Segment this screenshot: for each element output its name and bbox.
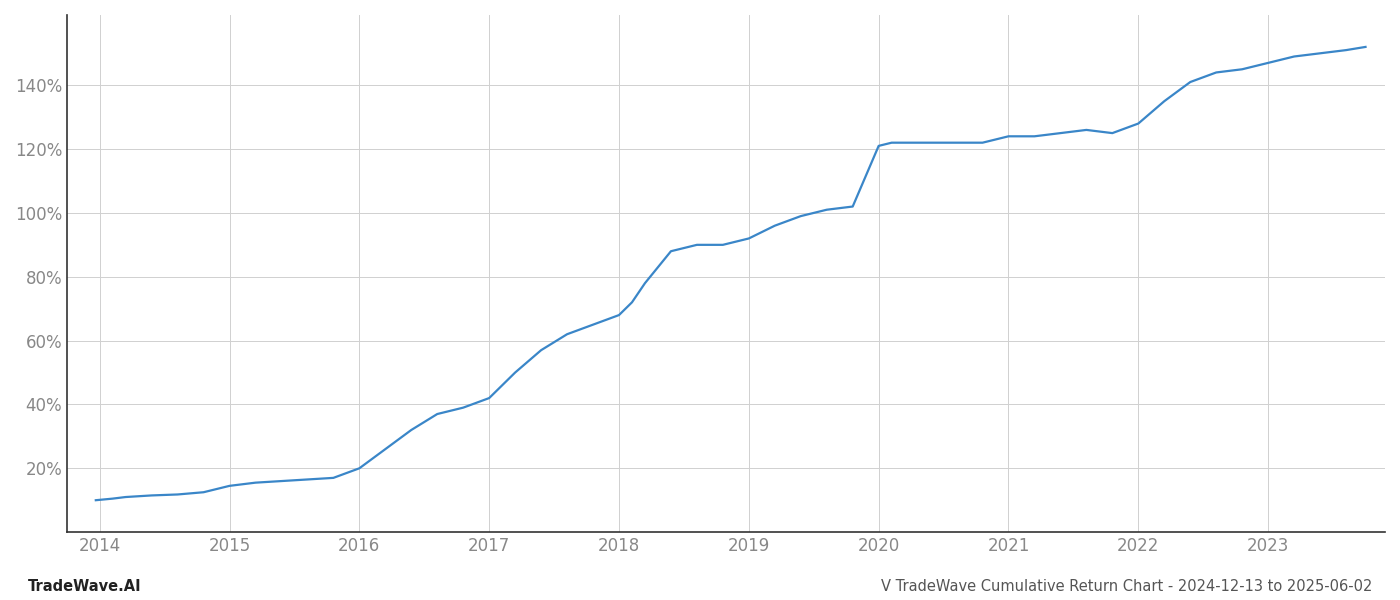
Text: V TradeWave Cumulative Return Chart - 2024-12-13 to 2025-06-02: V TradeWave Cumulative Return Chart - 20… (881, 579, 1372, 594)
Text: TradeWave.AI: TradeWave.AI (28, 579, 141, 594)
